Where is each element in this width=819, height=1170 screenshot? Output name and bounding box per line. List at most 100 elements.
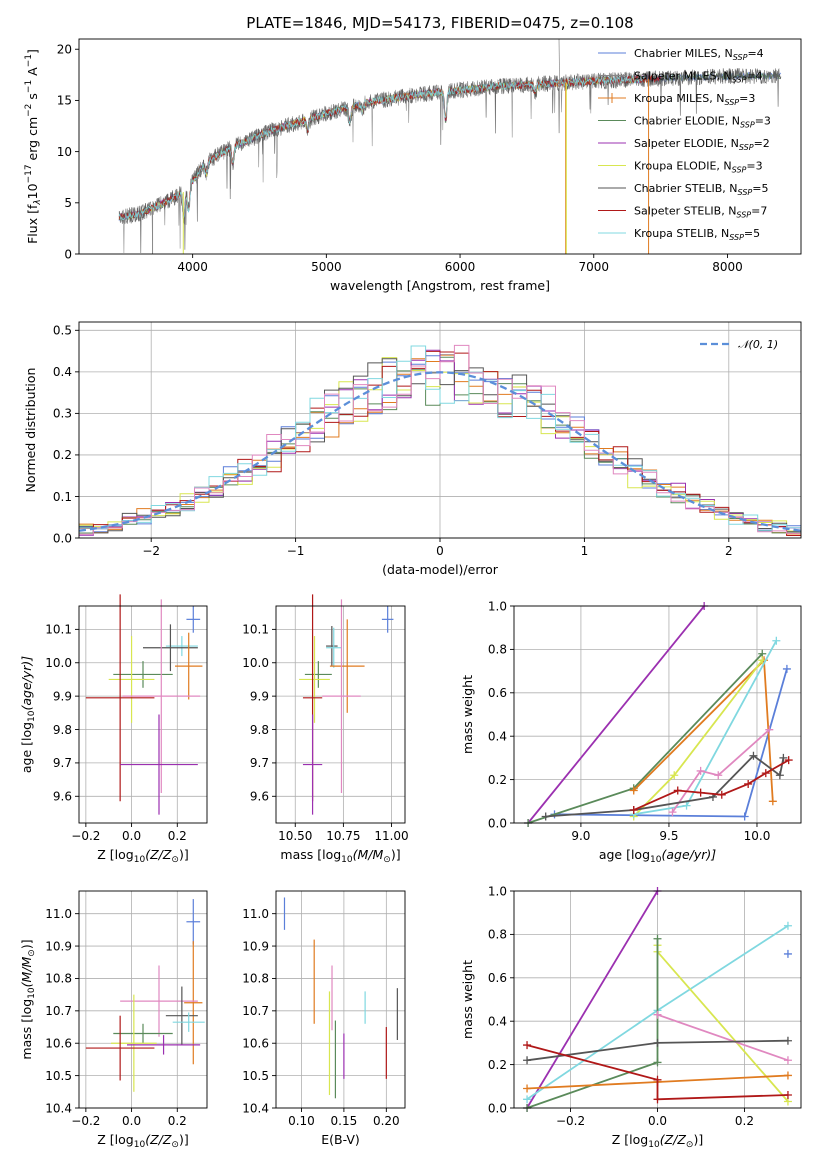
weight-marker	[523, 1084, 532, 1093]
x-tick-label: 0	[436, 544, 444, 558]
x-tick-label: 4000	[177, 260, 208, 274]
label-part: ⊙	[27, 949, 37, 957]
panel-weight-vs-age: 9.0 9.5 10.0 0.0 0.2 0.4 0.6 0.8 1.0 age [log10(a…	[460, 599, 802, 865]
label-part: ⊙	[383, 855, 391, 865]
x-axis-label: Z [log10(Z/Z⊙)]	[97, 1132, 188, 1150]
legend-label: Kroupa STELIB, NSSP=5	[634, 227, 760, 242]
histogram-series	[79, 350, 801, 536]
weight-marker	[717, 790, 726, 799]
y-tick-label: 0.4	[488, 1015, 507, 1029]
y-tick-label: 0.3	[53, 407, 72, 421]
label-part: 10	[134, 1140, 146, 1150]
chart-title: PLATE=1846, MJD=54173, FIBERID=0475, z=0…	[246, 14, 633, 32]
panel-weight-vs-z: −0.2 0.0 0.2 0.0 0.2 0.4 0.6 0.8 1.0 Z [log10(Z/Z…	[460, 884, 802, 1150]
label-part: )]	[179, 847, 189, 862]
x-tick-label: 0.10	[288, 1114, 315, 1128]
label-part: −1	[24, 54, 34, 67]
weight-marker	[696, 788, 705, 797]
weight-marker	[749, 751, 758, 760]
weight-line	[526, 1044, 789, 1101]
legend-label: Chabrier STELIB, NSSP=5	[634, 182, 768, 197]
y-tick-label: 10.4	[242, 1101, 269, 1115]
spectrum-line	[118, 74, 648, 221]
x-tick-label: −1	[287, 544, 305, 558]
x-axis-label: Z [log10(Z/Z⊙)]	[612, 1132, 703, 1150]
weight-marker	[673, 786, 682, 795]
y-tick-label: 0.6	[488, 971, 507, 985]
x-tick-label: −2	[142, 544, 160, 558]
weight-marker	[653, 1010, 662, 1019]
label-part: SSP	[729, 233, 744, 242]
y-tick-label: 11.0	[242, 907, 269, 921]
label-part: Chabrier ELODIE, N	[634, 115, 740, 128]
y-tick-label: 10.9	[242, 939, 269, 953]
legend-label: Chabrier ELODIE, NSSP=3	[634, 115, 771, 130]
weight-marker	[772, 636, 781, 645]
label-part: SSP	[724, 98, 739, 107]
label-part: Kroupa ELODIE, N	[634, 160, 732, 173]
label-part: =7	[751, 205, 767, 218]
y-tick-label: 1.0	[488, 599, 507, 613]
weight-marker	[653, 1075, 662, 1084]
y-tick-label: 0.2	[488, 773, 507, 787]
y-tick-label: 5	[64, 196, 72, 210]
weight-marker	[784, 756, 793, 765]
x-tick-label: 6000	[445, 260, 476, 274]
weight-marker	[668, 808, 677, 817]
spectrum-line	[118, 68, 782, 254]
y-tick-label: 9.6	[53, 790, 72, 804]
x-tick-label: 0.2	[168, 1114, 187, 1128]
y-tick-label: 10.8	[242, 972, 269, 986]
y-axis-label: Normed distribution	[23, 368, 38, 493]
label-part: Z [log	[97, 1132, 133, 1147]
label-part: =3	[755, 115, 771, 128]
x-tick-label: 5000	[311, 260, 342, 274]
label-part: )]	[391, 847, 401, 862]
x-tick-label: 0.2	[168, 829, 187, 843]
x-tick-label: 0.15	[331, 1114, 358, 1128]
weight-marker	[761, 769, 770, 778]
y-tick-label: 0.0	[53, 531, 72, 545]
label-part: 10	[341, 855, 353, 865]
label-part: SSP	[733, 53, 748, 62]
label-part: (age/yr)]	[19, 656, 34, 711]
label-part: (Z/Z	[145, 847, 172, 862]
y-axis-label: mass [log10(M/M⊙)]	[19, 939, 37, 1059]
label-part: SSP	[732, 166, 747, 175]
label-part: λ	[33, 199, 43, 205]
label-part: (Z/Z	[145, 1132, 172, 1147]
y-tick-label: 10.0	[45, 656, 72, 670]
label-part: SSP	[738, 188, 753, 197]
y-tick-label: 0.8	[488, 643, 507, 657]
y-tick-label: 11.0	[45, 907, 72, 921]
label-part: 10	[27, 987, 37, 999]
x-tick-label: 0.0	[122, 829, 141, 843]
legend-label: Salpeter ELODIE, NSSP=2	[634, 137, 770, 152]
weight-marker	[670, 771, 679, 780]
label-part: mass [log	[19, 999, 34, 1060]
y-tick-label: 10.1	[45, 623, 72, 637]
x-tick-label: −0.2	[71, 829, 100, 843]
legend-label: Kroupa MILES, NSSP=3	[634, 92, 755, 107]
x-tick-label: 8000	[712, 260, 743, 274]
y-axis-label: mass weight	[460, 675, 475, 754]
y-tick-label: 10.5	[45, 1069, 72, 1083]
label-part: −1	[24, 80, 34, 93]
x-tick-label: 0.0	[122, 1114, 141, 1128]
y-tick-label: 10	[57, 145, 72, 159]
label-part: =4	[746, 70, 762, 83]
y-tick-label: 1.0	[488, 884, 507, 898]
weight-marker	[783, 949, 792, 958]
label-part: 10	[134, 855, 146, 865]
weight-marker	[523, 1041, 532, 1050]
label-part: 10	[648, 1140, 660, 1150]
label-part: )]	[19, 939, 34, 949]
label-part: 10	[25, 183, 40, 199]
y-tick-label: 0.2	[53, 448, 72, 462]
label-part: Chabrier MILES, N	[634, 47, 733, 60]
x-tick-label: 9.0	[571, 829, 590, 843]
panel-mass-vs-ebv: 0.10 0.15 0.20 10.4 10.5 10.6 10.7 10.8 10.9 11.0…	[242, 890, 406, 1147]
x-tick-label: −0.2	[71, 1114, 100, 1128]
label-part: SSP	[732, 76, 747, 85]
x-tick-label: −0.2	[556, 1114, 585, 1128]
